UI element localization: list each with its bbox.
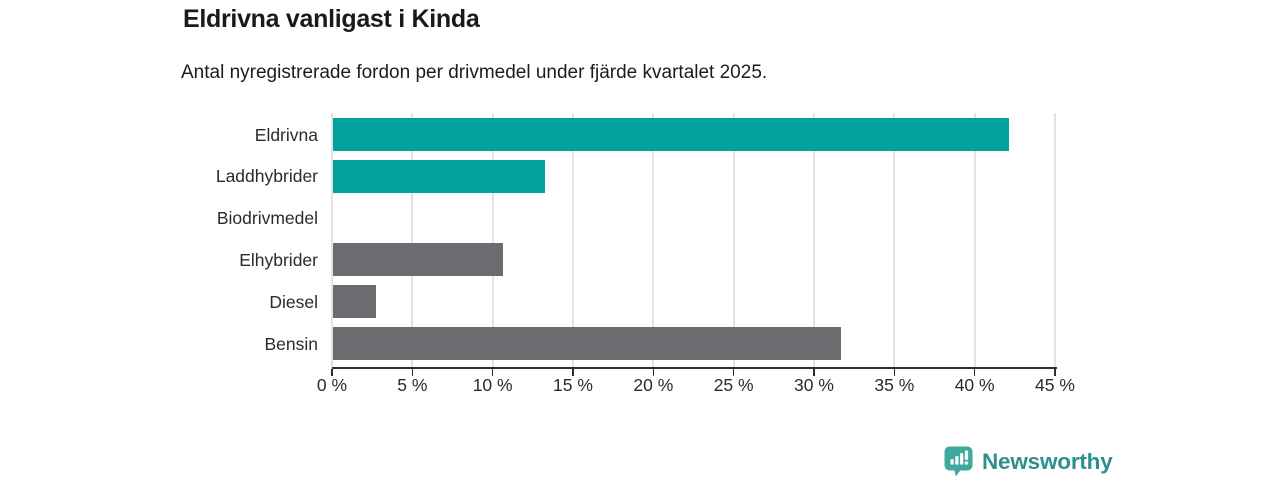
bar <box>333 118 1010 151</box>
x-tick-label: 25 % <box>713 375 754 395</box>
x-tick-label: 20 % <box>633 375 674 395</box>
gridline <box>813 113 815 367</box>
bar <box>333 327 841 360</box>
chart-subtitle: Antal nyregistrerade fordon per drivmede… <box>181 62 768 83</box>
category-label: Biodrivmedel <box>216 208 318 229</box>
x-axis-tick <box>491 369 494 376</box>
gridline <box>411 113 414 367</box>
x-tick-label: 30 % <box>794 375 834 395</box>
x-axis-tick <box>732 369 735 376</box>
gridline <box>491 113 494 367</box>
x-axis-tick <box>411 369 414 376</box>
category-label: Laddhybrider <box>215 166 318 187</box>
x-axis-line <box>332 367 1057 369</box>
gridline <box>732 113 735 367</box>
chart-title: Eldrivna vanligast i Kinda <box>183 5 480 33</box>
gridline <box>652 113 655 367</box>
x-axis-tick <box>893 369 896 376</box>
gridline <box>1054 113 1056 367</box>
x-axis-tick <box>813 369 815 376</box>
x-axis-tick <box>652 369 655 376</box>
x-tick-label: 45 % <box>1035 375 1075 395</box>
bar <box>333 159 546 193</box>
x-axis-tick <box>331 369 333 376</box>
x-tick-label: 35 % <box>874 375 915 395</box>
category-label: Elhybrider <box>239 249 318 270</box>
x-axis-tick <box>973 369 976 376</box>
newsworthy-icon <box>944 446 973 477</box>
x-tick-label: 0 % <box>316 375 348 395</box>
category-label: Bensin <box>264 333 318 354</box>
x-axis-tick <box>1054 369 1056 376</box>
category-label: Eldrivna <box>254 124 318 145</box>
x-tick-label: 5 % <box>397 375 428 395</box>
newsworthy-wordmark: Newsworthy <box>982 448 1113 474</box>
category-label: Diesel <box>269 291 318 312</box>
gridline <box>331 113 333 367</box>
gridline <box>893 113 896 367</box>
x-tick-label: 10 % <box>472 375 513 395</box>
x-tick-label: 40 % <box>954 375 995 395</box>
bar <box>333 243 504 277</box>
x-tick-label: 15 % <box>553 375 593 395</box>
gridline <box>572 113 574 367</box>
newsworthy-logo[interactable]: Newsworthy <box>944 446 1113 477</box>
gridline <box>973 113 976 367</box>
bar <box>333 285 377 319</box>
x-axis-tick <box>572 369 574 376</box>
